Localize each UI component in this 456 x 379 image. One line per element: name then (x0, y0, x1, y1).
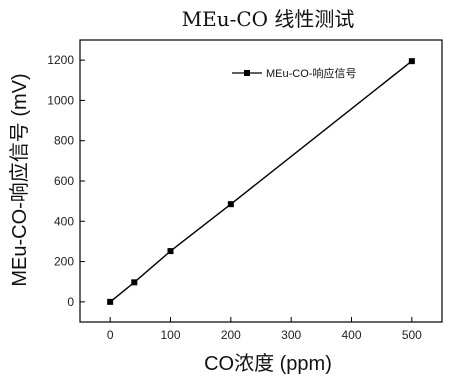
legend-label: MEu-CO-响应信号 (266, 66, 356, 80)
y-axis-label: MEu-CO-响应信号 (mV) (8, 73, 31, 286)
chart-title: MEu-CO 线性测试 (182, 7, 355, 31)
y-tick-label: 1000 (47, 93, 74, 107)
y-tick-label: 800 (54, 134, 74, 148)
x-axis-ticks: 0 100 200 300 400 500 (107, 317, 422, 342)
data-point (107, 298, 114, 305)
data-point (408, 58, 415, 65)
x-tick-label: 500 (402, 328, 422, 342)
legend: MEu-CO-响应信号 (232, 66, 356, 80)
series-line (109, 60, 413, 303)
y-axis-ticks: 0 200 400 600 800 1000 1200 (47, 53, 85, 309)
x-tick-label: 200 (221, 328, 241, 342)
y-tick-label: 400 (54, 214, 74, 228)
y-tick-label: 0 (67, 295, 74, 309)
legend-marker (244, 70, 250, 76)
x-axis-label: CO浓度 (ppm) (204, 352, 332, 375)
series-layer (107, 58, 415, 305)
x-tick-label: 300 (281, 328, 301, 342)
x-tick-label: 0 (107, 328, 114, 342)
x-tick-label: 100 (160, 328, 180, 342)
y-tick-label: 1200 (47, 53, 74, 67)
data-point (227, 201, 234, 208)
x-tick-label: 400 (341, 328, 361, 342)
data-point (167, 248, 174, 255)
y-tick-label: 200 (54, 255, 74, 269)
data-point (131, 279, 138, 286)
y-tick-label: 600 (54, 174, 74, 188)
